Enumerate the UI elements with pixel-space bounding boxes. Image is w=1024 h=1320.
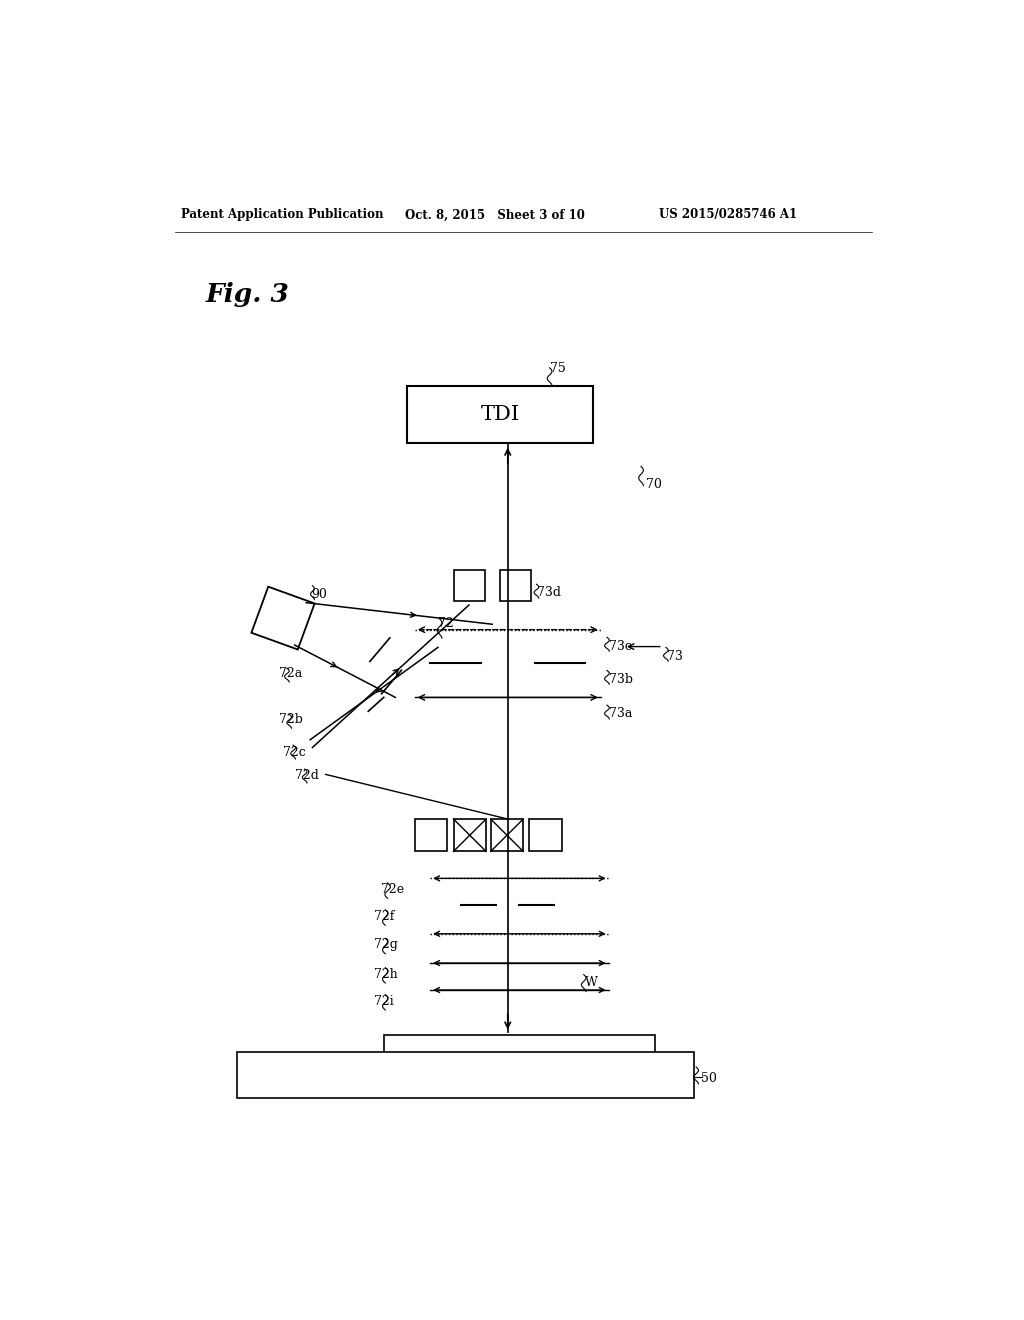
Text: 70: 70 bbox=[646, 478, 662, 491]
Bar bbox=[490, 818, 523, 851]
Text: 73: 73 bbox=[667, 649, 683, 663]
Text: 72h: 72h bbox=[375, 968, 398, 981]
Text: 72a: 72a bbox=[280, 667, 302, 680]
Text: Oct. 8, 2015   Sheet 3 of 10: Oct. 8, 2015 Sheet 3 of 10 bbox=[406, 209, 586, 222]
Text: 73d: 73d bbox=[538, 586, 561, 599]
Bar bbox=[237, 1052, 693, 1098]
Text: 72i: 72i bbox=[375, 995, 394, 1007]
Text: US 2015/0285746 A1: US 2015/0285746 A1 bbox=[658, 209, 797, 222]
Text: 73b: 73b bbox=[608, 673, 633, 686]
Text: TDI: TDI bbox=[480, 405, 519, 424]
Text: W: W bbox=[586, 977, 598, 989]
Bar bbox=[454, 570, 484, 601]
Text: 72e: 72e bbox=[381, 883, 403, 896]
Text: 72b: 72b bbox=[280, 713, 303, 726]
Text: 73c: 73c bbox=[608, 640, 632, 652]
Bar bbox=[384, 1035, 655, 1056]
Text: 75: 75 bbox=[550, 363, 565, 375]
Text: 73a: 73a bbox=[608, 708, 632, 721]
Bar bbox=[529, 818, 562, 851]
Bar bbox=[454, 818, 486, 851]
Text: 90: 90 bbox=[311, 589, 328, 601]
Text: 72g: 72g bbox=[375, 939, 398, 952]
Text: 72c: 72c bbox=[283, 746, 306, 759]
Bar bbox=[415, 818, 447, 851]
Text: 72: 72 bbox=[438, 618, 454, 631]
Text: 72d: 72d bbox=[295, 770, 318, 781]
Polygon shape bbox=[252, 586, 314, 649]
Text: Fig. 3: Fig. 3 bbox=[206, 281, 290, 306]
Bar bbox=[500, 570, 531, 601]
Bar bbox=[407, 385, 593, 444]
Text: 72f: 72f bbox=[375, 909, 395, 923]
Text: 50: 50 bbox=[701, 1072, 718, 1085]
Text: Patent Application Publication: Patent Application Publication bbox=[180, 209, 383, 222]
